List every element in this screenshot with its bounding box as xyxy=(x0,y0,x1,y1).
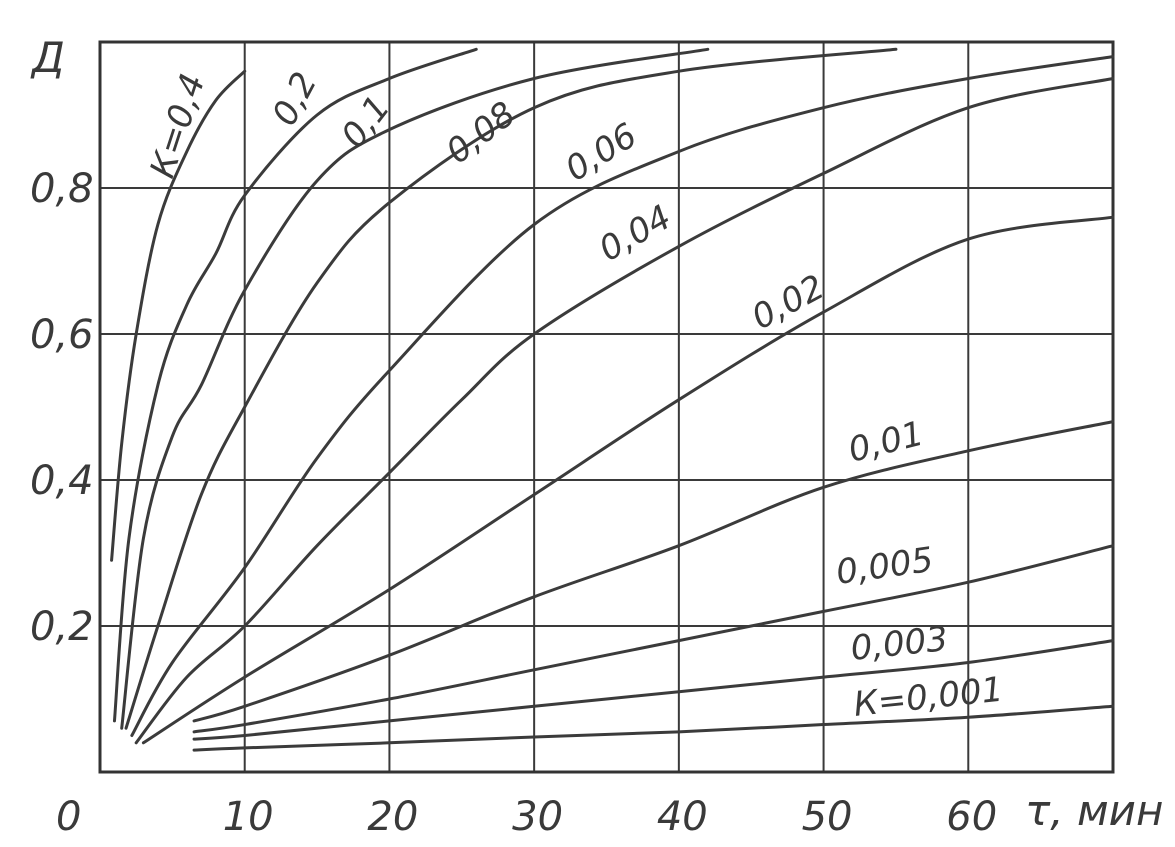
series-label-5: 0,04 xyxy=(593,197,679,269)
series-label-1: 0,2 xyxy=(265,66,326,133)
x-axis-title: τ, мин xyxy=(1025,786,1163,835)
y-axis-title: Д xyxy=(30,33,65,82)
series-line-8 xyxy=(192,544,1115,734)
tick-labels: 0 10 20 30 40 50 60 0,2 0,4 0,6 0,8 xyxy=(30,166,997,840)
x-tick-label: 10 xyxy=(223,794,274,840)
series-line-7 xyxy=(192,420,1115,723)
series-line-9 xyxy=(192,639,1115,741)
x-tick-label: 50 xyxy=(802,794,853,840)
series-line-0 xyxy=(110,69,247,562)
series-label-4: 0,06 xyxy=(559,116,644,190)
series-line-5 xyxy=(134,77,1115,745)
series-line-3 xyxy=(124,47,898,730)
plot-frame xyxy=(98,40,1115,774)
x-tick-label: 0 xyxy=(56,794,81,840)
series-line-1 xyxy=(112,47,478,723)
series-label-8: 0,005 xyxy=(834,540,936,593)
x-tick-label: 20 xyxy=(367,794,418,840)
series-label-0: К=0,4 xyxy=(143,69,214,183)
x-tick-label: 30 xyxy=(512,794,563,840)
y-tick-label: 0,6 xyxy=(30,312,94,358)
y-tick-label: 0,2 xyxy=(30,604,94,650)
y-tick-label: 0,4 xyxy=(30,458,94,504)
series-line-6 xyxy=(141,215,1115,745)
series-label-6: 0,02 xyxy=(745,267,831,338)
x-tick-label: 40 xyxy=(657,794,708,840)
y-tick-label: 0,8 xyxy=(30,166,94,212)
series-line-2 xyxy=(120,47,710,730)
x-tick-label: 60 xyxy=(946,794,997,840)
curves xyxy=(110,47,1115,752)
series-line-10 xyxy=(192,704,1115,752)
series-line-4 xyxy=(130,55,1115,737)
grid xyxy=(100,42,1113,772)
